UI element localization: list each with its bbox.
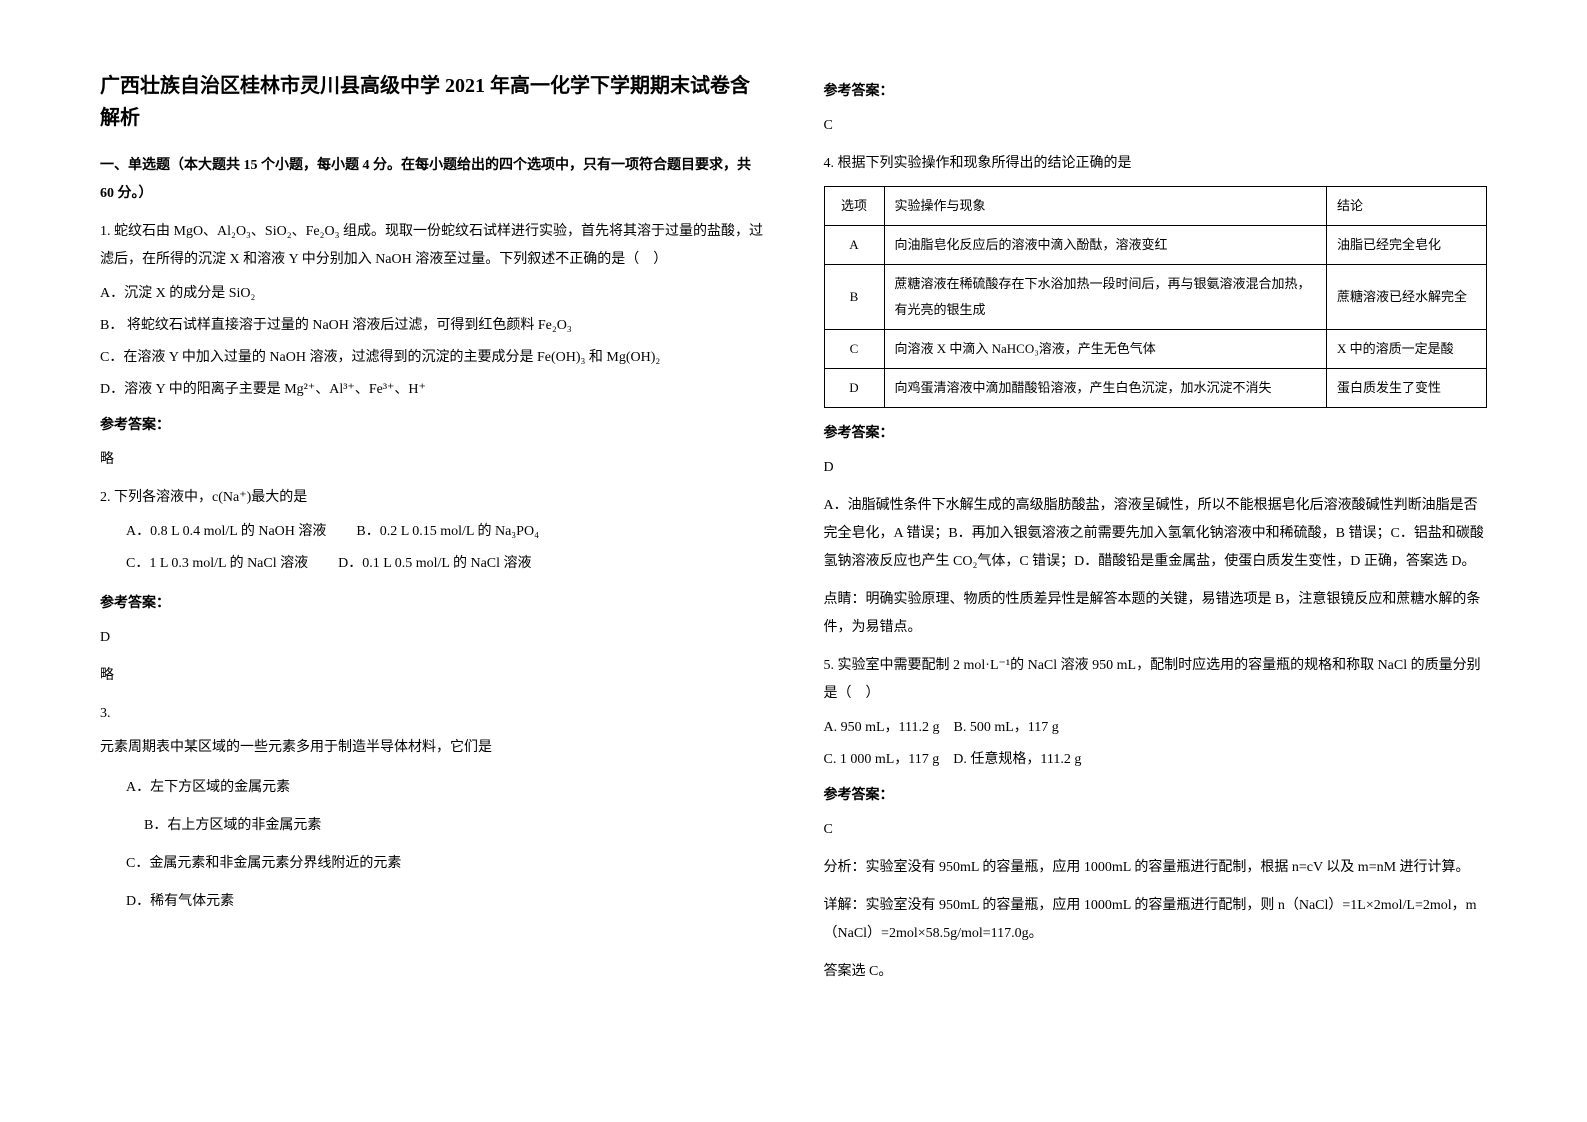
q1-stem: 1. 蛇纹石由 MgO、Al₂O₃、SiO₂、Fe₂O₃ 组成。现取一份蛇纹石试… — [100, 218, 764, 274]
right-column: 参考答案： C 4. 根据下列实验操作和现象所得出的结论正确的是 选项 实验操作… — [824, 70, 1488, 1052]
q5-opt-cd: C. 1 000 mL，117 g D. 任意规格，111.2 g — [824, 746, 1488, 774]
q5-answer: C — [824, 816, 1488, 844]
td-a-opt: A — [824, 226, 884, 265]
q2-answer2: 略 — [100, 662, 764, 690]
td-c-op: 向溶液 X 中滴入 NaHCO₃溶液，产生无色气体 — [884, 330, 1327, 369]
q5-answer-label: 参考答案： — [824, 782, 1488, 810]
q1-opt-c: C．在溶液 Y 中加入过量的 NaOH 溶液，过滤得到的沉淀的主要成分是 Fe(… — [100, 344, 764, 372]
q1-opt-b: B． 将蛇纹石试样直接溶于过量的 NaOH 溶液后过滤，可得到红色颜料 Fe₂O… — [100, 312, 764, 340]
th-option: 选项 — [824, 187, 884, 226]
q4-explain2: 点睛：明确实验原理、物质的性质差异性是解答本题的关键，易错选项是 B，注意银镜反… — [824, 586, 1488, 642]
q4-answer: D — [824, 454, 1488, 482]
q3-opt-d: D．稀有气体元素 — [100, 888, 764, 916]
q4-explain1: A．油脂碱性条件下水解生成的高级脂肪酸盐，溶液呈碱性，所以不能根据皂化后溶液酸碱… — [824, 492, 1488, 576]
q5-explain2: 详解：实验室没有 950mL 的容量瓶，应用 1000mL 的容量瓶进行配制，则… — [824, 892, 1488, 948]
table-row: C 向溶液 X 中滴入 NaHCO₃溶液，产生无色气体 X 中的溶质一定是酸 — [824, 330, 1487, 369]
q2-answer-label: 参考答案： — [100, 590, 764, 618]
td-c-con: X 中的溶质一定是酸 — [1327, 330, 1487, 369]
td-b-opt: B — [824, 265, 884, 330]
td-d-opt: D — [824, 369, 884, 408]
section-header: 一、单选题（本大题共 15 个小题，每小题 4 分。在每小题给出的四个选项中，只… — [100, 152, 764, 208]
q5-stem: 5. 实验室中需要配制 2 mol·L⁻¹的 NaCl 溶液 950 mL，配制… — [824, 652, 1488, 708]
th-operation: 实验操作与现象 — [884, 187, 1327, 226]
td-d-con: 蛋白质发生了变性 — [1327, 369, 1487, 408]
exam-title: 广西壮族自治区桂林市灵川县高级中学 2021 年高一化学下学期期末试卷含解析 — [100, 70, 764, 134]
td-d-op: 向鸡蛋清溶液中滴加醋酸铅溶液，产生白色沉淀，加水沉淀不消失 — [884, 369, 1327, 408]
td-b-con: 蔗糖溶液已经水解完全 — [1327, 265, 1487, 330]
q1-opt-a: A．沉淀 X 的成分是 SiO₂ — [100, 280, 764, 308]
q3-answer-label: 参考答案： — [824, 78, 1488, 106]
th-conclusion: 结论 — [1327, 187, 1487, 226]
table-row: D 向鸡蛋清溶液中滴加醋酸铅溶液，产生白色沉淀，加水沉淀不消失 蛋白质发生了变性 — [824, 369, 1487, 408]
q3-opt-c: C．金属元素和非金属元素分界线附近的元素 — [100, 850, 764, 878]
q5-explain1: 分析：实验室没有 950mL 的容量瓶，应用 1000mL 的容量瓶进行配制，根… — [824, 854, 1488, 882]
table-row: A 向油脂皂化反应后的溶液中滴入酚酞，溶液变红 油脂已经完全皂化 — [824, 226, 1487, 265]
q2-opt-b: B．0.2 L 0.15 mol/L 的 Na₃PO₄ — [356, 518, 539, 546]
td-a-op: 向油脂皂化反应后的溶液中滴入酚酞，溶液变红 — [884, 226, 1327, 265]
q2-stem: 2. 下列各溶液中，c(Na⁺)最大的是 — [100, 484, 764, 512]
q3-opt-a: A．左下方区域的金属元素 — [100, 774, 764, 802]
q3-answer: C — [824, 112, 1488, 140]
q3-num: 3. — [100, 700, 764, 728]
q2-opt-d: D．0.1 L 0.5 mol/L 的 NaCl 溶液 — [338, 550, 531, 578]
td-b-op: 蔗糖溶液在稀硫酸存在下水浴加热一段时间后，再与银氨溶液混合加热，有光亮的银生成 — [884, 265, 1327, 330]
q5-opt-ab: A. 950 mL，111.2 g B. 500 mL，117 g — [824, 714, 1488, 742]
q2-answer1: D — [100, 624, 764, 652]
q4-stem: 4. 根据下列实验操作和现象所得出的结论正确的是 — [824, 150, 1488, 178]
q1-answer-label: 参考答案： — [100, 412, 764, 440]
table-row: B 蔗糖溶液在稀硫酸存在下水浴加热一段时间后，再与银氨溶液混合加热，有光亮的银生… — [824, 265, 1487, 330]
left-column: 广西壮族自治区桂林市灵川县高级中学 2021 年高一化学下学期期末试卷含解析 一… — [100, 70, 764, 1052]
q3-opt-b: B．右上方区域的非金属元素 — [100, 812, 764, 840]
q1-answer: 略 — [100, 446, 764, 474]
q4-table: 选项 实验操作与现象 结论 A 向油脂皂化反应后的溶液中滴入酚酞，溶液变红 油脂… — [824, 186, 1488, 408]
q2-opt-a: A．0.8 L 0.4 mol/L 的 NaOH 溶液 — [126, 518, 326, 546]
q5-explain3: 答案选 C。 — [824, 958, 1488, 986]
q1-opt-d: D．溶液 Y 中的阳离子主要是 Mg²⁺、Al³⁺、Fe³⁺、H⁺ — [100, 376, 764, 404]
q2-opt-c: C．1 L 0.3 mol/L 的 NaCl 溶液 — [126, 550, 308, 578]
q3-stem: 元素周期表中某区域的一些元素多用于制造半导体材料，它们是 — [100, 734, 764, 762]
td-c-opt: C — [824, 330, 884, 369]
q4-answer-label: 参考答案： — [824, 420, 1488, 448]
table-header-row: 选项 实验操作与现象 结论 — [824, 187, 1487, 226]
td-a-con: 油脂已经完全皂化 — [1327, 226, 1487, 265]
